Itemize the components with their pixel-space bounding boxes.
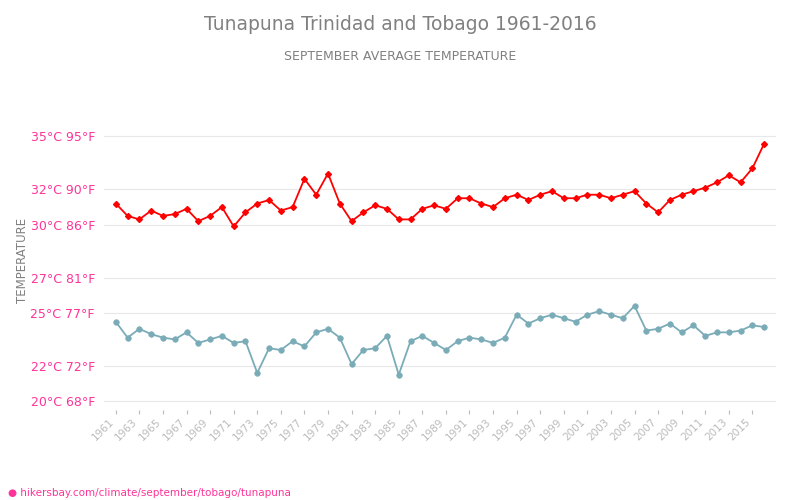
DAY — [759, 140, 769, 146]
NIGHT — [759, 324, 769, 330]
Text: SEPTEMBER AVERAGE TEMPERATURE: SEPTEMBER AVERAGE TEMPERATURE — [284, 50, 516, 63]
NIGHT — [394, 372, 403, 378]
NIGHT — [547, 312, 557, 318]
NIGHT — [346, 361, 356, 367]
Text: ● hikersbay.com/climate/september/tobago/tunapuna: ● hikersbay.com/climate/september/tobago… — [8, 488, 291, 498]
NIGHT — [630, 303, 639, 309]
NIGHT — [111, 319, 121, 325]
DAY — [358, 210, 368, 216]
DAY — [488, 204, 498, 210]
Legend: NIGHT, DAY: NIGHT, DAY — [350, 495, 530, 500]
DAY — [618, 192, 627, 198]
Text: Tunapuna Trinidad and Tobago 1961-2016: Tunapuna Trinidad and Tobago 1961-2016 — [204, 15, 596, 34]
DAY — [122, 213, 132, 219]
DAY — [524, 197, 534, 203]
NIGHT — [618, 315, 627, 321]
NIGHT — [524, 320, 534, 326]
Y-axis label: TEMPERATURE: TEMPERATURE — [16, 218, 29, 302]
NIGHT — [122, 334, 132, 340]
DAY — [111, 200, 121, 206]
Line: NIGHT: NIGHT — [113, 303, 767, 378]
DAY — [547, 188, 557, 194]
DAY — [229, 224, 238, 230]
Line: DAY: DAY — [114, 142, 766, 229]
NIGHT — [488, 340, 498, 346]
